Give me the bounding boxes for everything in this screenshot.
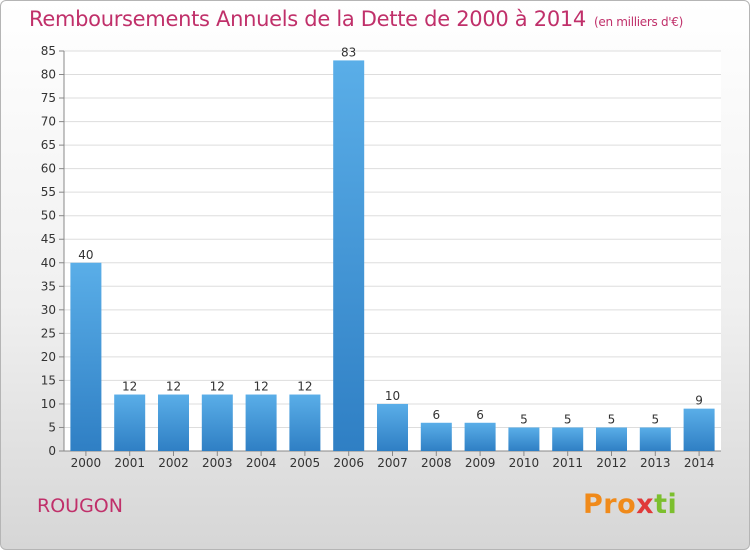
bar-value-label: 5: [608, 412, 616, 426]
x-tick-label: 2003: [202, 456, 233, 470]
x-tick-label: 2012: [596, 456, 627, 470]
bar-value-label: 12: [297, 380, 312, 394]
bar-value-label: 6: [432, 408, 440, 422]
y-tick-label: 15: [41, 373, 56, 387]
x-tick-label: 2009: [465, 456, 496, 470]
plot-area: [64, 51, 721, 451]
y-tick-label: 60: [41, 162, 56, 176]
bar-value-label: 12: [253, 380, 268, 394]
bar-value-label: 12: [166, 380, 181, 394]
bar: [596, 427, 627, 451]
x-tick-label: 2010: [509, 456, 540, 470]
y-tick-label: 70: [41, 115, 56, 129]
y-tick-label: 30: [41, 303, 56, 317]
x-tick-label: 2007: [377, 456, 408, 470]
bar-value-label: 12: [122, 380, 137, 394]
bar-value-label: 12: [210, 380, 225, 394]
bar-value-label: 40: [78, 248, 93, 262]
bar: [464, 422, 496, 451]
bar-value-label: 5: [651, 412, 659, 426]
chart-title: Remboursements Annuels de la Dette de 20…: [29, 7, 683, 31]
x-tick-label: 2000: [71, 456, 102, 470]
x-tick-label: 2006: [333, 456, 364, 470]
proxiti-logo: Proxti: [583, 489, 677, 520]
y-tick-label: 45: [41, 232, 56, 246]
y-tick-label: 50: [41, 209, 56, 223]
bar: [289, 394, 321, 451]
bar-value-label: 9: [695, 394, 703, 408]
bar: [245, 394, 277, 451]
chart-unit: (en milliers d'€): [594, 15, 684, 29]
bar-value-label: 5: [520, 412, 528, 426]
logo-part-x: x: [636, 489, 655, 520]
chart-title-text: Remboursements Annuels de la Dette de 20…: [29, 7, 586, 31]
y-tick-label: 55: [41, 185, 56, 199]
x-tick-label: 2014: [684, 456, 715, 470]
bar: [420, 422, 452, 451]
y-tick-label: 75: [41, 91, 56, 105]
bar: [201, 394, 233, 451]
bar: [70, 262, 102, 451]
bar: [683, 408, 715, 451]
logo-part-pro: Pro: [583, 489, 637, 520]
bar: [639, 427, 671, 451]
bar: [114, 394, 146, 451]
x-tick-label: 2002: [158, 456, 189, 470]
logo-part-ti: ti: [654, 489, 678, 520]
x-tick-label: 2005: [290, 456, 321, 470]
y-tick-label: 10: [41, 397, 56, 411]
bar-value-label: 83: [341, 45, 356, 59]
x-tick-label: 2013: [640, 456, 671, 470]
bar: [333, 60, 365, 451]
x-tick-label: 2004: [246, 456, 277, 470]
y-tick-label: 35: [41, 279, 56, 293]
y-tick-label: 85: [41, 44, 56, 58]
y-tick-label: 25: [41, 326, 56, 340]
bar: [377, 403, 408, 451]
commune-name: ROUGON: [37, 495, 123, 517]
y-tick-label: 5: [48, 420, 56, 434]
y-tick-label: 65: [41, 138, 56, 152]
y-tick-label: 40: [41, 256, 56, 270]
y-tick-label: 20: [41, 350, 56, 364]
bar: [508, 427, 540, 451]
x-tick-label: 2011: [552, 456, 583, 470]
bar-value-label: 6: [476, 408, 484, 422]
bar: [552, 427, 584, 451]
x-tick-label: 2008: [421, 456, 452, 470]
bar-value-label: 10: [385, 389, 400, 403]
bar: [158, 394, 189, 451]
x-tick-label: 2001: [114, 456, 145, 470]
bar-value-label: 5: [564, 412, 572, 426]
y-tick-label: 0: [48, 444, 56, 458]
y-tick-label: 80: [41, 68, 56, 82]
